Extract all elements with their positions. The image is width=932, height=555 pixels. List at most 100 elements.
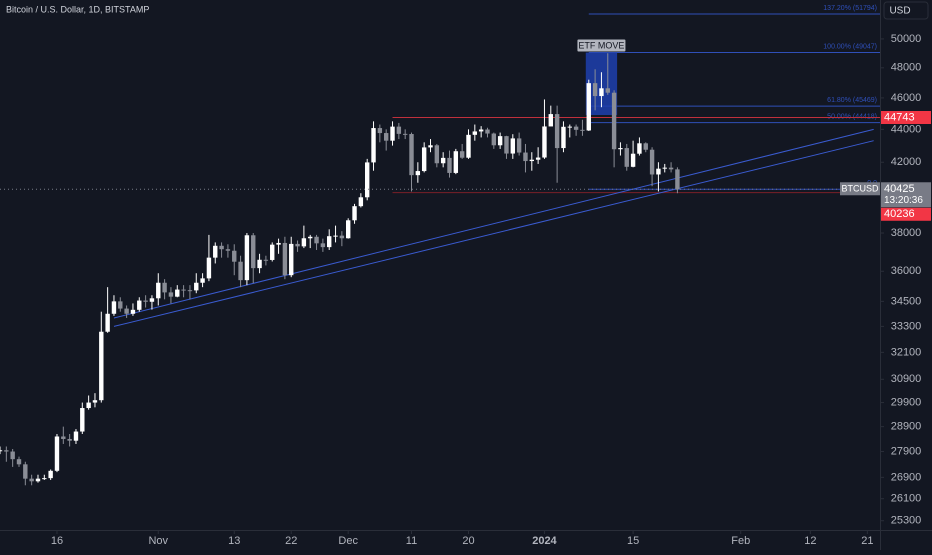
candle-body (466, 134, 471, 158)
candle-body (428, 145, 433, 148)
price-tag: 44743 (884, 111, 915, 123)
candle-body (257, 259, 262, 269)
candle-body (333, 235, 338, 237)
x-tick-label: Dec (338, 535, 358, 547)
candle-body (630, 153, 636, 167)
candle-body (181, 289, 186, 291)
candle-body (383, 133, 389, 141)
x-tick-label: 16 (51, 535, 63, 547)
candle-body (23, 464, 28, 479)
last-price-value: 40425 (884, 183, 915, 195)
candle-body (16, 459, 22, 465)
candle-body (105, 313, 110, 332)
candle-body (232, 250, 237, 262)
candle-body (567, 126, 572, 128)
candle-body (92, 400, 98, 403)
candle-body (371, 128, 376, 163)
candle-body (301, 238, 307, 247)
candle-body (35, 478, 41, 482)
candle-body (497, 136, 503, 146)
candle-body (149, 298, 155, 302)
candle-body (561, 126, 566, 149)
y-tick-label: 42000 (891, 156, 922, 168)
candle-body (67, 438, 72, 441)
x-tick-label: 22 (285, 535, 297, 547)
candle-body (124, 308, 129, 314)
candle-body (548, 114, 553, 127)
candle-body (118, 301, 123, 309)
candle-body (434, 145, 440, 164)
candle-body (516, 138, 522, 153)
y-tick-label: 28900 (891, 421, 922, 433)
currency-label[interactable]: USD (889, 6, 910, 17)
y-tick-label: 44000 (891, 123, 922, 135)
candle-body (10, 451, 15, 460)
candle-body (402, 133, 408, 135)
candle-body (314, 236, 319, 244)
candle-body (599, 88, 604, 97)
candle-body (270, 244, 275, 260)
y-tick-label: 26100 (891, 493, 922, 505)
candle-body (213, 245, 218, 258)
candle-body (61, 436, 66, 439)
fib-level-label: 50.00% (44418) (827, 114, 877, 121)
x-tick-label: 12 (804, 535, 816, 547)
candle-body (485, 129, 490, 134)
candle-body (0, 450, 3, 452)
candle-body (447, 157, 452, 173)
y-tick-label: 33300 (891, 320, 922, 332)
y-tick-label: 30900 (891, 373, 922, 385)
candle-body (86, 402, 91, 409)
candle-body (611, 92, 617, 150)
candle-body (4, 450, 9, 452)
price-tag-bg (881, 111, 931, 125)
x-tick-label: Nov (148, 535, 168, 547)
candle-body (580, 129, 585, 131)
candle-body (308, 236, 313, 239)
candle-body (251, 235, 256, 269)
fib-level-label: 61.80% (45469) (827, 97, 877, 104)
price-tag-bg (881, 207, 931, 221)
candle-body (289, 243, 294, 276)
y-tick-label: 26900 (891, 471, 922, 483)
candle-body (327, 236, 332, 248)
price-tag: 40236 (884, 208, 915, 220)
annotation-label-bg (577, 39, 626, 52)
candle-body (504, 136, 509, 154)
candle-body (130, 309, 136, 314)
candle-body (238, 261, 243, 281)
candle-body (637, 143, 642, 154)
candle-body (529, 159, 534, 162)
y-tick-label: 46000 (891, 92, 922, 104)
candle-body (99, 331, 104, 401)
candle-body (510, 138, 516, 154)
candle-body (542, 126, 547, 158)
countdown: 13:20:36 (884, 195, 923, 206)
y-tick-label: 50000 (891, 33, 922, 45)
currency-button[interactable] (883, 1, 929, 20)
candle-body (440, 157, 446, 164)
x-tick-label: 13 (228, 535, 240, 547)
candle-body (668, 167, 674, 170)
last-price-bg (881, 182, 931, 208)
candle-body (48, 470, 53, 479)
candle-body (478, 129, 484, 132)
candle-body (459, 151, 465, 158)
candle-body (73, 431, 79, 441)
candle-body (592, 83, 598, 97)
candle-body (263, 259, 269, 261)
candle-body (244, 235, 250, 281)
candle-body (225, 249, 231, 251)
candle-body (535, 157, 541, 160)
x-tick-label: 15 (627, 535, 639, 547)
x-tick-label: 11 (406, 535, 417, 547)
candle-body (346, 220, 351, 239)
candle-body (175, 289, 180, 297)
y-tick-label: 48000 (891, 62, 922, 74)
candle-body (282, 242, 288, 276)
candle-body (219, 245, 224, 250)
y-tick-label: 34500 (891, 295, 922, 307)
candle-body (586, 83, 591, 131)
fib-level-label: 137.20% (51794) (823, 5, 877, 12)
